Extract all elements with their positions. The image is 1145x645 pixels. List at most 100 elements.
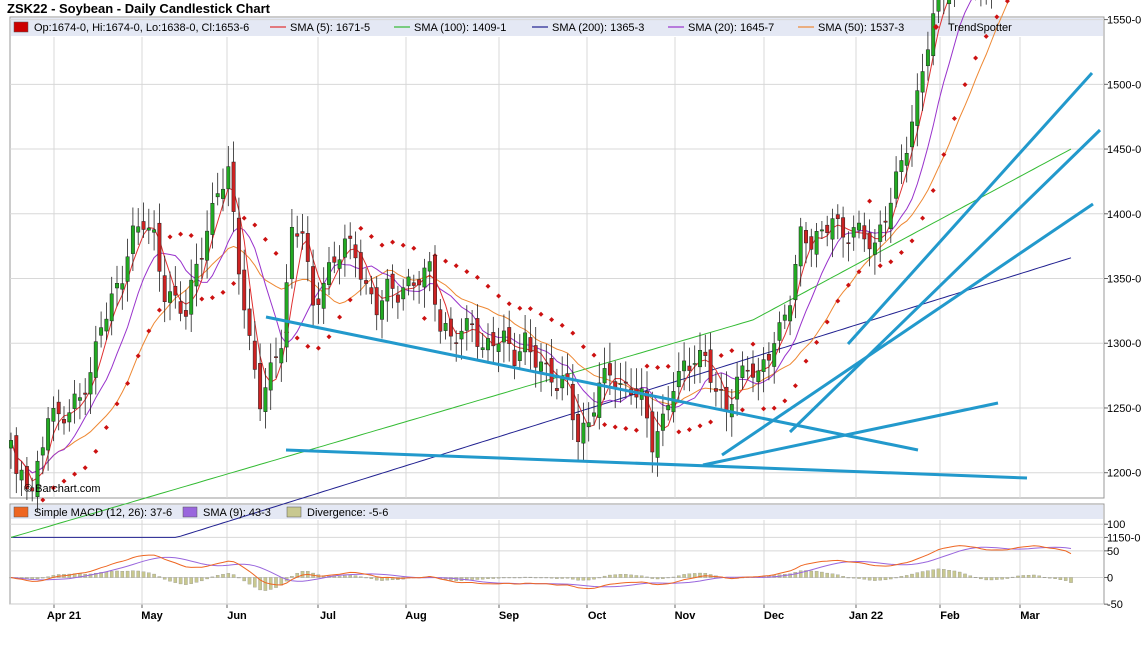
trendspotter-marker <box>962 82 968 88</box>
divergence-bar <box>597 577 602 579</box>
divergence-bar <box>952 570 957 578</box>
divergence-bar <box>677 575 681 578</box>
divergence-bar <box>645 576 649 578</box>
trendspotter-marker <box>951 116 957 122</box>
candle-body <box>470 323 475 325</box>
candle-body <box>427 261 432 272</box>
candle-body <box>793 264 798 301</box>
candle-body <box>30 487 35 492</box>
candle-body <box>751 363 755 378</box>
trendline <box>846 71 1094 346</box>
divergence-bar <box>910 573 914 578</box>
candle-body <box>157 222 162 272</box>
candle-body <box>183 310 188 317</box>
divergence-bar <box>1000 577 1004 580</box>
trendspotter-marker <box>909 238 915 244</box>
candle-body <box>109 293 114 322</box>
y-tick-label: 1150-0 <box>1107 532 1140 544</box>
divergence-bar <box>544 577 549 579</box>
trendspotter-marker <box>527 306 533 312</box>
sma-50-line <box>10 0 1010 474</box>
candle-body <box>761 359 766 372</box>
candle-body <box>210 202 215 235</box>
candle-body <box>533 345 538 368</box>
candle-body <box>586 422 591 428</box>
trendspotter-marker <box>61 478 67 484</box>
trendspotter-marker <box>326 334 332 340</box>
candle-body <box>581 422 586 444</box>
candle-body <box>348 235 353 239</box>
candle-body <box>862 225 867 240</box>
y-tick-label: 1450-0 <box>1107 144 1141 156</box>
candle-body <box>883 220 888 223</box>
trendspotter-marker <box>676 429 682 435</box>
divergence-bar <box>1042 577 1047 578</box>
candle-body <box>772 343 777 367</box>
divergence-bar <box>825 572 829 578</box>
y-tick-label: 1500-0 <box>1107 79 1141 91</box>
x-tick-label: Apr 21 <box>47 610 81 622</box>
candle-body <box>104 318 109 332</box>
divergence-bar <box>528 576 533 578</box>
price-legend-label-1: SMA (5): 1671-5 <box>290 22 370 34</box>
trendspotter-marker <box>602 422 608 428</box>
divergence-bar <box>1032 574 1036 578</box>
candle-body <box>857 222 861 231</box>
candle-body <box>814 231 819 255</box>
candle-body <box>830 218 835 240</box>
trendspotter-marker <box>750 341 756 347</box>
trendline <box>265 315 919 452</box>
divergence-bar <box>830 573 835 578</box>
divergence-bar <box>931 569 935 578</box>
candle-body <box>263 387 268 412</box>
trendline <box>721 202 1094 457</box>
trendspotter-marker <box>443 258 449 264</box>
candle-body <box>708 349 713 383</box>
divergence-bar <box>851 577 856 579</box>
y-tick-label: 1300-0 <box>1107 338 1141 350</box>
candle-body <box>925 49 930 67</box>
candle-body <box>332 256 337 263</box>
x-tick-label: Sep <box>499 610 519 622</box>
divergence-bar <box>692 573 697 578</box>
trendspotter-marker <box>50 485 56 491</box>
divergence-bar <box>168 577 172 582</box>
divergence-bar <box>846 577 851 579</box>
macd-line <box>10 545 1072 590</box>
divergence-bar <box>586 577 591 581</box>
divergence-bar <box>973 577 978 578</box>
divergence-bar <box>629 574 633 578</box>
trendspotter-marker <box>549 317 555 323</box>
divergence-bar <box>364 577 368 579</box>
trendspotter-marker <box>135 353 141 359</box>
divergence-bar <box>984 577 988 581</box>
x-tick-label: Aug <box>405 610 426 622</box>
divergence-bar <box>125 570 130 578</box>
candle-body <box>247 308 252 336</box>
trendspotter-marker <box>782 398 788 404</box>
divergence-bar <box>995 577 999 580</box>
candle-body <box>835 214 840 220</box>
candle-body <box>740 365 745 378</box>
candle-body <box>666 405 671 411</box>
candle-body <box>454 342 459 344</box>
candle-body <box>517 351 522 361</box>
candle-body <box>258 363 263 410</box>
chart-title: ZSK22 - Soybean - Daily Candlestick Char… <box>7 1 270 16</box>
divergence-bar <box>968 575 973 578</box>
divergence-bar <box>237 577 241 579</box>
candle-body <box>947 0 952 5</box>
divergence-bar <box>671 576 676 578</box>
trendspotter-marker <box>103 425 109 431</box>
trendspotter-marker <box>114 401 120 407</box>
trendspotter-marker <box>315 345 321 351</box>
candle-body <box>342 238 347 258</box>
divergence-bar <box>592 577 596 580</box>
trendspotter-marker <box>655 364 661 370</box>
legend-box-icon <box>286 506 302 518</box>
candle-body <box>99 327 104 336</box>
trendspotter-marker <box>485 283 491 289</box>
trendspotter-marker <box>146 328 152 334</box>
divergence-bar <box>290 576 294 578</box>
candle-body <box>549 358 554 383</box>
